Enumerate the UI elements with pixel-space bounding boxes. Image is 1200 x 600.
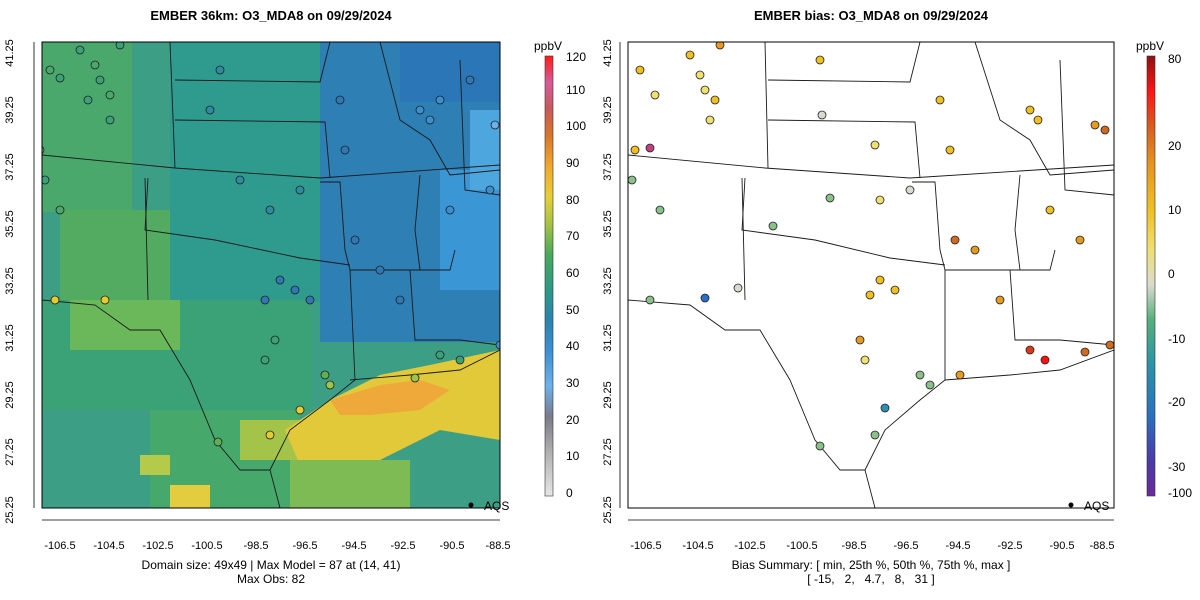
right-xtick: -106.5	[630, 540, 661, 552]
right-xtick: -90.5	[1049, 540, 1074, 552]
right-plot-frame	[627, 41, 1115, 509]
right-ytick: 41.25	[602, 39, 614, 67]
left-ytick: 39.25	[4, 96, 16, 124]
left-colorbar-ticks: 0 10 20 30 40 50 60 70 80 90 100 110 120	[566, 50, 586, 500]
right-cb-tick: 10	[1168, 203, 1182, 217]
right-xtick: -100.5	[786, 540, 817, 552]
left-cb-tick: 20	[566, 413, 580, 427]
left-model-field	[42, 42, 500, 508]
right-xtick: -104.5	[682, 540, 713, 552]
left-cb-tick: 40	[566, 339, 580, 353]
left-xtick: -88.5	[485, 540, 510, 552]
right-aqs-marker	[1068, 502, 1074, 508]
left-y-axis: 25.25 27.25 29.25 31.25 33.25 35.25 37.2…	[4, 39, 35, 524]
left-cb-tick: 100	[566, 119, 586, 133]
left-ytick: 27.25	[4, 438, 16, 466]
right-ytick: 25.25	[602, 496, 614, 524]
left-footer-line1: Domain size: 49x49 | Max Model = 87 at (…	[142, 558, 401, 572]
right-panel: EMBER bias: O3_MDA8 on 09/29/2024	[602, 8, 1192, 586]
right-xtick: -98.5	[841, 540, 866, 552]
right-xtick: -92.5	[997, 540, 1022, 552]
right-ytick: 27.25	[602, 438, 614, 466]
left-title: EMBER 36km: O3_MDA8 on 09/29/2024	[150, 8, 392, 23]
right-cb-tick: 20	[1168, 139, 1182, 153]
left-boundaries	[42, 42, 500, 508]
right-footer-line2: [ -15, 2, 4.7, 8, 31 ]	[807, 572, 934, 586]
right-boundaries	[628, 42, 1114, 508]
right-aqs-label: AQS	[1084, 499, 1109, 513]
left-plot-frame	[41, 41, 501, 509]
right-xtick: -96.5	[893, 540, 918, 552]
right-ytick: 37.25	[602, 153, 614, 181]
right-title: EMBER bias: O3_MDA8 on 09/29/2024	[754, 8, 989, 23]
left-ytick: 25.25	[4, 496, 16, 524]
right-cb-tick: -30	[1168, 460, 1186, 474]
left-xtick: -90.5	[439, 540, 464, 552]
left-aqs-label: AQS	[484, 499, 509, 513]
left-xtick: -92.5	[390, 540, 415, 552]
left-ytick: 33.25	[4, 267, 16, 295]
left-aqs-marker	[468, 502, 474, 508]
left-ytick: 35.25	[4, 210, 16, 238]
left-cb-tick: 120	[566, 50, 586, 64]
right-y-axis: 25.25 27.25 29.25 31.25 33.25 35.25 37.2…	[602, 39, 621, 524]
left-colorbar: ppbV 0 10 20 30 40 50 60 70 80 90 100 11…	[534, 39, 586, 500]
left-panel: EMBER 36km: O3_MDA8 on 09/29/2024	[4, 8, 586, 586]
left-ytick: 41.25	[4, 39, 16, 67]
right-colorbar: ppbV -100 -30 -20 -10 0 10 20 80	[1136, 39, 1192, 500]
right-stations	[628, 42, 1114, 451]
right-cb-tick: -20	[1168, 395, 1186, 409]
left-xtick: -94.5	[341, 540, 366, 552]
right-ytick: 39.25	[602, 96, 614, 124]
right-colorbar-unit: ppbV	[1136, 39, 1164, 53]
left-cb-tick: 90	[566, 156, 580, 170]
right-cb-tick: -10	[1168, 332, 1186, 346]
right-xtick: -88.5	[1089, 540, 1114, 552]
right-x-axis: -106.5 -104.5 -102.5 -100.5 -98.5 -96.5 …	[628, 519, 1115, 552]
left-xtick: -98.5	[243, 540, 268, 552]
left-xtick: -104.5	[93, 540, 124, 552]
right-xtick: -102.5	[734, 540, 765, 552]
right-cb-tick: 80	[1168, 52, 1182, 66]
right-colorbar-ticks: -100 -30 -20 -10 0 10 20 80	[1168, 52, 1192, 500]
left-stations	[42, 42, 500, 447]
left-cb-tick: 50	[566, 303, 580, 317]
left-cb-tick: 60	[566, 266, 580, 280]
left-cb-tick: 0	[566, 486, 573, 500]
left-ytick: 31.25	[4, 324, 16, 352]
left-cb-tick: 10	[566, 449, 580, 463]
left-x-axis: -106.5 -104.5 -102.5 -100.5 -98.5 -96.5 …	[42, 519, 511, 552]
left-xtick: -100.5	[191, 540, 222, 552]
right-footer-line1: Bias Summary: [ min, 25th %, 50th %, 75t…	[732, 558, 1011, 572]
left-colorbar-unit: ppbV	[534, 39, 562, 53]
right-xtick: -94.5	[945, 540, 970, 552]
left-ytick: 37.25	[4, 153, 16, 181]
right-ytick: 33.25	[602, 267, 614, 295]
left-cb-tick: 30	[566, 376, 580, 390]
right-ytick: 35.25	[602, 210, 614, 238]
right-cb-tick: 0	[1168, 267, 1175, 281]
right-ytick: 31.25	[602, 324, 614, 352]
left-cb-tick: 70	[566, 229, 580, 243]
right-ytick: 29.25	[602, 381, 614, 409]
left-xtick: -102.5	[142, 540, 173, 552]
left-footer-line2: Max Obs: 82	[237, 572, 305, 586]
right-cb-tick: -100	[1168, 486, 1192, 500]
left-cb-tick: 80	[566, 193, 580, 207]
left-xtick: -106.5	[44, 540, 75, 552]
left-xtick: -96.5	[292, 540, 317, 552]
left-cb-tick: 110	[566, 83, 585, 97]
left-ytick: 29.25	[4, 381, 16, 409]
